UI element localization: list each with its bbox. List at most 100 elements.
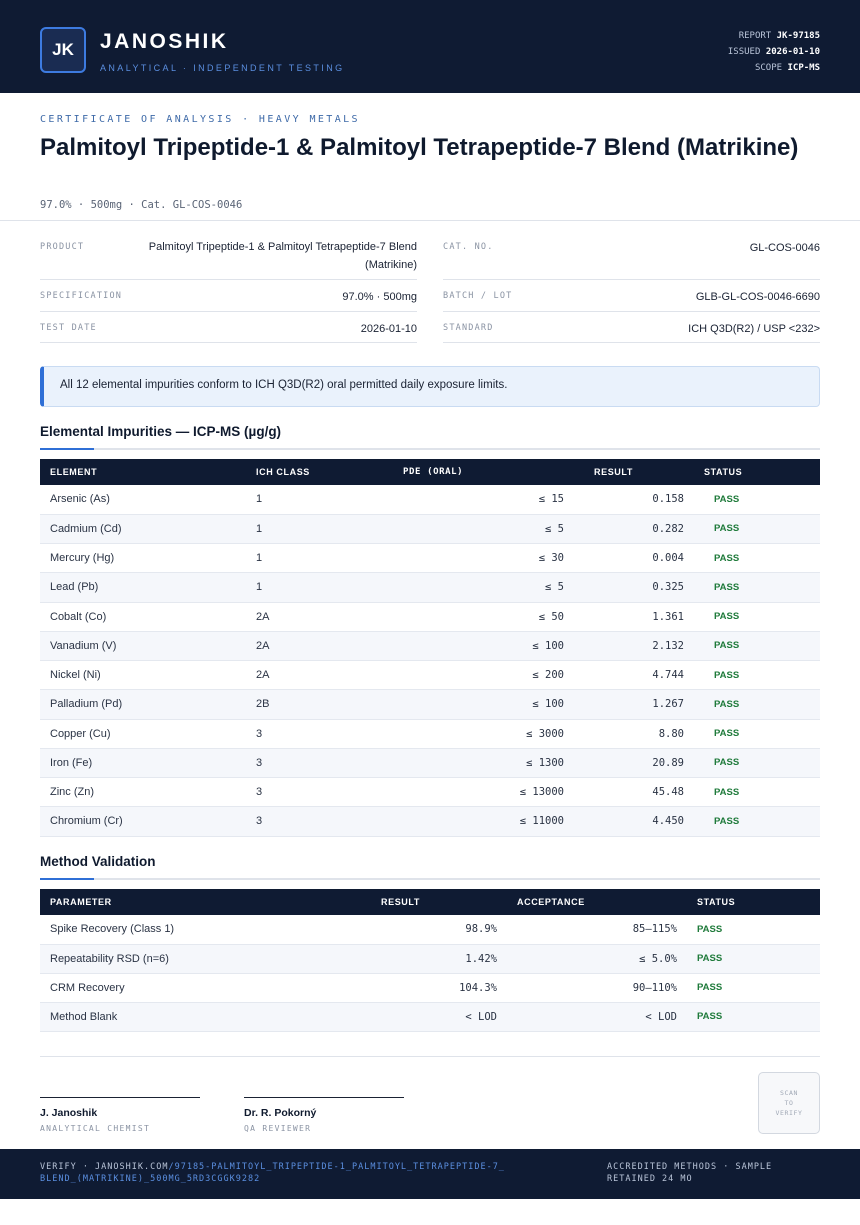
ich-class-cell: 1 bbox=[246, 514, 361, 545]
status-cell: PASS bbox=[687, 1002, 820, 1032]
pde-cell: ≤ 200 bbox=[361, 660, 574, 691]
element-cell: Mercury (Hg) bbox=[40, 543, 246, 574]
element-cell: Nickel (Ni) bbox=[40, 660, 246, 691]
parameter-cell: Spike Recovery (Class 1) bbox=[40, 915, 365, 945]
status-cell: PASS bbox=[694, 660, 820, 691]
result-cell: 1.361 bbox=[574, 602, 694, 632]
ich-class-cell: 1 bbox=[246, 543, 361, 574]
element-cell: Cadmium (Cd) bbox=[40, 514, 246, 545]
info-product: PRODUCT Palmitoyl Tripeptide-1 & Palmito… bbox=[40, 238, 417, 280]
brand-tagline: ANALYTICAL · INDEPENDENT TESTING bbox=[100, 63, 345, 73]
signature-block: J. Janoshik ANALYTICAL CHEMIST bbox=[40, 1097, 200, 1133]
ich-class-cell: 1 bbox=[246, 485, 361, 515]
pde-cell: ≤ 11000 bbox=[361, 806, 574, 837]
element-cell: Zinc (Zn) bbox=[40, 777, 246, 808]
section-rule bbox=[40, 878, 820, 880]
product-subline: 97.0% · 500mg · Cat. GL-COS-0046 bbox=[40, 199, 243, 211]
result-cell: 45.48 bbox=[574, 777, 694, 808]
validation-section-title: Method Validation bbox=[40, 854, 156, 869]
column-header: ACCEPTANCE bbox=[517, 897, 585, 907]
result-cell: < LOD bbox=[365, 1002, 507, 1032]
issued-date: ISSUED 2026-01-10 bbox=[727, 47, 820, 57]
column-header: RESULT bbox=[594, 467, 633, 477]
verify-text: VERIFY · JANOSHIK.COM/97185-PALMITOYL_TR… bbox=[40, 1161, 510, 1185]
info-value: GL-COS-0046 bbox=[749, 242, 820, 254]
pde-cell: ≤ 100 bbox=[361, 689, 574, 720]
info-key: TEST DATE bbox=[40, 323, 97, 333]
signatory-name: J. Janoshik bbox=[40, 1107, 98, 1119]
info-batch: BATCH / LOT GLB-GL-COS-0046-6690 bbox=[443, 287, 820, 311]
section-rule bbox=[40, 448, 820, 450]
brand-logo: JK bbox=[40, 27, 86, 73]
validation-table: PARAMETER RESULT ACCEPTANCE STATUS Spike… bbox=[40, 889, 820, 1032]
qr-text: TO bbox=[784, 1099, 794, 1107]
ich-class-cell: 3 bbox=[246, 777, 361, 808]
qr-text: SCAN bbox=[779, 1089, 799, 1097]
info-value: Palmitoyl Tripeptide-1 & Palmitoyl Tetra… bbox=[148, 241, 417, 271]
table-row: Chromium (Cr) 3 ≤ 11000 4.450 PASS bbox=[40, 806, 820, 837]
result-cell: 2.132 bbox=[574, 631, 694, 662]
table-header-row: ELEMENT ICH CLASS PDE (ORAL) RESULT STAT… bbox=[40, 459, 820, 485]
result-cell: 4.450 bbox=[574, 806, 694, 837]
status-cell: PASS bbox=[694, 631, 820, 662]
info-value: GLB-GL-COS-0046-6690 bbox=[695, 291, 820, 303]
pde-cell: ≤ 50 bbox=[361, 602, 574, 632]
element-cell: Palladium (Pd) bbox=[40, 689, 246, 720]
brand-name: JANOSHIK bbox=[100, 30, 229, 53]
verify-link[interactable]: /97185-PALMITOYL_TRIPEPTIDE-1_PALMITOYL_… bbox=[40, 1162, 505, 1184]
table-row: Arsenic (As) 1 ≤ 15 0.158 PASS bbox=[40, 485, 820, 515]
element-cell: Cobalt (Co) bbox=[40, 602, 246, 632]
table-row: CRM Recovery 104.3% 90–110% PASS bbox=[40, 973, 820, 1003]
ich-class-cell: 2A bbox=[246, 602, 361, 632]
table-row: Nickel (Ni) 2A ≤ 200 4.744 PASS bbox=[40, 660, 820, 691]
parameter-cell: Repeatability RSD (n=6) bbox=[40, 944, 365, 974]
table-row: Cadmium (Cd) 1 ≤ 5 0.282 PASS bbox=[40, 514, 820, 545]
table-row: Vanadium (V) 2A ≤ 100 2.132 PASS bbox=[40, 631, 820, 662]
result-cell: 4.744 bbox=[574, 660, 694, 691]
element-cell: Copper (Cu) bbox=[40, 719, 246, 749]
divider bbox=[0, 220, 860, 221]
pde-cell: ≤ 100 bbox=[361, 631, 574, 662]
pde-cell: ≤ 30 bbox=[361, 543, 574, 574]
pde-cell: ≤ 15 bbox=[361, 485, 574, 515]
signatory-role: QA REVIEWER bbox=[244, 1124, 312, 1133]
ich-class-cell: 1 bbox=[246, 572, 361, 603]
column-header: ELEMENT bbox=[50, 467, 98, 477]
status-cell: PASS bbox=[694, 806, 820, 837]
result-cell: 20.89 bbox=[574, 748, 694, 779]
info-cat-no: CAT. NO. GL-COS-0046 bbox=[443, 238, 820, 280]
signatory-role: ANALYTICAL CHEMIST bbox=[40, 1124, 151, 1133]
result-cell: 1.267 bbox=[574, 689, 694, 720]
info-value: 2026-01-10 bbox=[360, 323, 417, 335]
info-key: PRODUCT bbox=[40, 242, 85, 252]
element-cell: Chromium (Cr) bbox=[40, 806, 246, 837]
column-header: STATUS bbox=[697, 897, 736, 907]
element-cell: Iron (Fe) bbox=[40, 748, 246, 779]
acceptance-cell: ≤ 5.0% bbox=[507, 944, 687, 974]
qr-text: VERIFY bbox=[775, 1109, 803, 1117]
signature-block: Dr. R. Pokorný QA REVIEWER bbox=[244, 1097, 404, 1133]
result-cell: 104.3% bbox=[365, 973, 507, 1003]
result-cell: 0.325 bbox=[574, 572, 694, 603]
column-header: ICH CLASS bbox=[256, 467, 310, 477]
ich-class-cell: 2A bbox=[246, 660, 361, 691]
pde-cell: ≤ 5 bbox=[361, 572, 574, 603]
status-cell: PASS bbox=[694, 572, 820, 603]
info-key: BATCH / LOT bbox=[443, 291, 513, 301]
impurities-table: ELEMENT ICH CLASS PDE (ORAL) RESULT STAT… bbox=[40, 459, 820, 837]
result-cell: 8.80 bbox=[574, 719, 694, 749]
conformance-notice: All 12 elemental impurities conform to I… bbox=[40, 366, 820, 407]
acceptance-cell: < LOD bbox=[507, 1002, 687, 1032]
impurities-section-title: Elemental Impurities — ICP-MS (µg/g) bbox=[40, 424, 282, 439]
page-title: Palmitoyl Tripeptide-1 & Palmitoyl Tetra… bbox=[40, 134, 799, 161]
status-cell: PASS bbox=[694, 485, 820, 515]
result-cell: 0.004 bbox=[574, 543, 694, 574]
divider bbox=[40, 1056, 820, 1057]
column-header: RESULT bbox=[381, 897, 420, 907]
result-cell: 0.282 bbox=[574, 514, 694, 545]
pde-cell: ≤ 5 bbox=[361, 514, 574, 545]
result-cell: 1.42% bbox=[365, 944, 507, 974]
info-key: SPECIFICATION bbox=[40, 291, 123, 301]
verify-qr-code[interactable]: SCAN TO VERIFY bbox=[758, 1072, 820, 1134]
status-cell: PASS bbox=[687, 915, 820, 945]
